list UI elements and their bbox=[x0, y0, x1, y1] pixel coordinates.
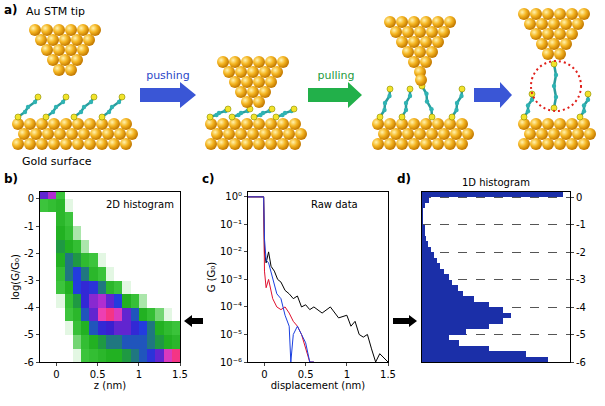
svg-text:10⁻³: 10⁻³ bbox=[220, 274, 242, 285]
svg-text:b): b) bbox=[4, 172, 18, 186]
svg-text:z (nm): z (nm) bbox=[94, 380, 126, 391]
svg-text:-2: -2 bbox=[24, 248, 34, 259]
svg-text:10⁻⁵: 10⁻⁵ bbox=[220, 329, 242, 340]
svg-text:1.5: 1.5 bbox=[380, 369, 396, 380]
svg-text:1D histogram: 1D histogram bbox=[462, 177, 530, 188]
svg-text:-5: -5 bbox=[576, 329, 586, 340]
svg-text:d): d) bbox=[397, 172, 411, 186]
svg-text:Raw data: Raw data bbox=[311, 199, 358, 210]
svg-text:2D histogram: 2D histogram bbox=[106, 199, 174, 210]
svg-text:10⁻⁴: 10⁻⁴ bbox=[220, 301, 242, 312]
svg-text:0.5: 0.5 bbox=[90, 369, 106, 380]
svg-text:1.5: 1.5 bbox=[172, 369, 188, 380]
svg-text:log(G/G₀): log(G/G₀) bbox=[10, 254, 21, 300]
svg-text:-1: -1 bbox=[24, 221, 34, 232]
svg-text:Au STM tip: Au STM tip bbox=[26, 5, 85, 18]
svg-text:10⁻⁶: 10⁻⁶ bbox=[220, 357, 242, 368]
svg-text:Gold surface: Gold surface bbox=[22, 155, 92, 168]
svg-text:a): a) bbox=[4, 3, 18, 17]
svg-text:0: 0 bbox=[28, 193, 34, 204]
svg-text:-4: -4 bbox=[576, 302, 586, 313]
svg-text:pulling: pulling bbox=[317, 69, 354, 82]
svg-text:1: 1 bbox=[344, 369, 350, 380]
svg-text:-3: -3 bbox=[24, 275, 34, 286]
svg-text:G (G₀): G (G₀) bbox=[206, 262, 217, 293]
svg-text:10⁻¹: 10⁻¹ bbox=[220, 219, 242, 230]
svg-text:-1: -1 bbox=[576, 219, 586, 230]
svg-text:0: 0 bbox=[576, 192, 582, 203]
svg-text:displacement (nm): displacement (nm) bbox=[271, 380, 366, 391]
svg-text:c): c) bbox=[202, 172, 215, 186]
svg-text:0: 0 bbox=[53, 369, 59, 380]
svg-text:0.5: 0.5 bbox=[298, 369, 314, 380]
svg-text:0: 0 bbox=[261, 369, 267, 380]
svg-text:10⁰: 10⁰ bbox=[225, 191, 242, 202]
svg-text:-5: -5 bbox=[24, 329, 34, 340]
svg-text:-4: -4 bbox=[24, 302, 34, 313]
svg-text:-6: -6 bbox=[576, 357, 586, 368]
svg-text:-3: -3 bbox=[576, 274, 586, 285]
svg-text:1: 1 bbox=[136, 369, 142, 380]
svg-text:-6: -6 bbox=[24, 357, 34, 368]
svg-text:10⁻²: 10⁻² bbox=[220, 246, 242, 257]
svg-text:-2: -2 bbox=[576, 247, 586, 258]
svg-text:pushing: pushing bbox=[146, 69, 190, 82]
